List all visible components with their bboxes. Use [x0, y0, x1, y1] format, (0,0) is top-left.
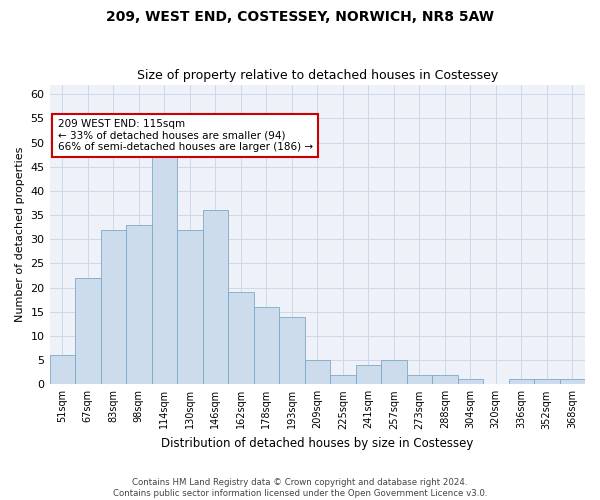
Bar: [228, 292, 254, 384]
Bar: [50, 356, 75, 384]
Bar: [177, 230, 203, 384]
Bar: [356, 365, 381, 384]
Text: 209, WEST END, COSTESSEY, NORWICH, NR8 5AW: 209, WEST END, COSTESSEY, NORWICH, NR8 5…: [106, 10, 494, 24]
Bar: [458, 380, 483, 384]
Bar: [305, 360, 330, 384]
Title: Size of property relative to detached houses in Costessey: Size of property relative to detached ho…: [137, 69, 498, 82]
Bar: [152, 142, 177, 384]
X-axis label: Distribution of detached houses by size in Costessey: Distribution of detached houses by size …: [161, 437, 473, 450]
Bar: [330, 374, 356, 384]
Bar: [381, 360, 407, 384]
Bar: [432, 374, 458, 384]
Text: Contains HM Land Registry data © Crown copyright and database right 2024.
Contai: Contains HM Land Registry data © Crown c…: [113, 478, 487, 498]
Bar: [254, 307, 279, 384]
Bar: [534, 380, 560, 384]
Bar: [407, 374, 432, 384]
Bar: [75, 278, 101, 384]
Bar: [126, 225, 152, 384]
Bar: [101, 230, 126, 384]
Bar: [509, 380, 534, 384]
Text: 209 WEST END: 115sqm
← 33% of detached houses are smaller (94)
66% of semi-detac: 209 WEST END: 115sqm ← 33% of detached h…: [58, 119, 313, 152]
Bar: [203, 210, 228, 384]
Bar: [279, 316, 305, 384]
Bar: [560, 380, 585, 384]
Y-axis label: Number of detached properties: Number of detached properties: [15, 146, 25, 322]
